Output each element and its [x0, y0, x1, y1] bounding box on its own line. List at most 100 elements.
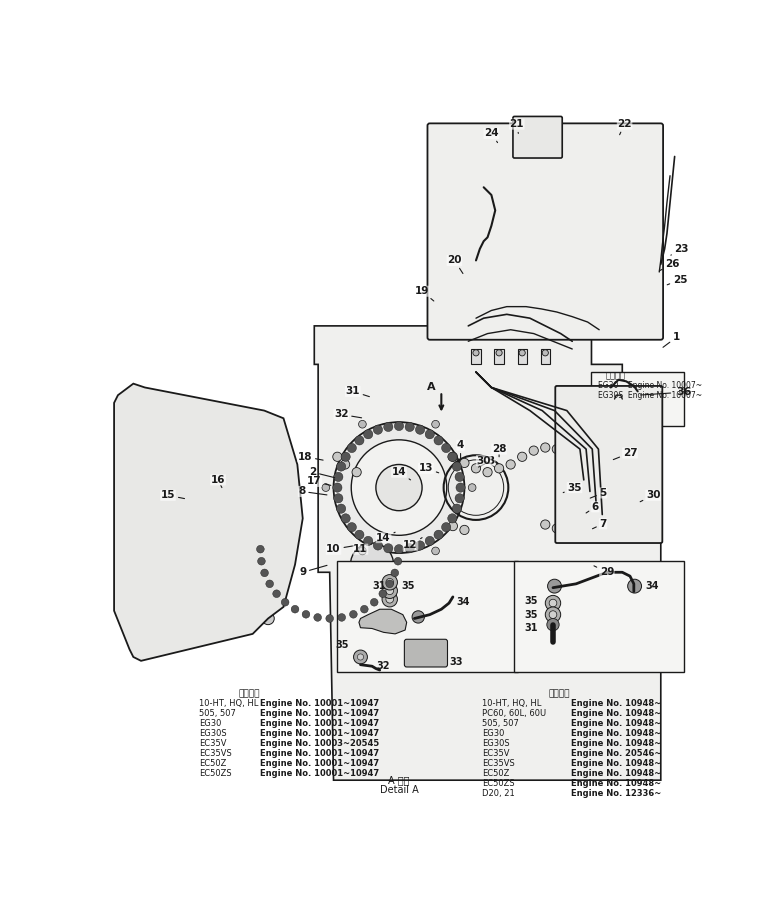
Text: 5: 5	[591, 488, 607, 498]
FancyBboxPatch shape	[404, 640, 447, 667]
Polygon shape	[314, 326, 661, 780]
Circle shape	[391, 569, 399, 577]
Circle shape	[425, 429, 434, 439]
Circle shape	[258, 557, 265, 565]
Circle shape	[337, 462, 346, 471]
Circle shape	[277, 520, 289, 532]
Circle shape	[395, 545, 403, 554]
Text: Engine No. 10001~10947: Engine No. 10001~10947	[260, 749, 379, 758]
Circle shape	[405, 423, 414, 432]
Text: Engine No. 20546~: Engine No. 20546~	[570, 749, 661, 758]
Circle shape	[131, 427, 143, 440]
Circle shape	[452, 504, 461, 514]
Circle shape	[471, 464, 481, 473]
Circle shape	[382, 583, 397, 598]
Polygon shape	[114, 383, 303, 661]
Circle shape	[483, 468, 492, 477]
Circle shape	[149, 573, 180, 603]
Text: Engine No. 10948~: Engine No. 10948~	[570, 769, 661, 777]
Circle shape	[350, 610, 358, 618]
Circle shape	[395, 421, 403, 431]
Circle shape	[434, 436, 444, 445]
Circle shape	[386, 578, 394, 586]
Text: 10-HT, HQ, HL: 10-HT, HQ, HL	[199, 698, 259, 708]
Text: D20, 21: D20, 21	[482, 789, 515, 798]
Text: Engine No. 10003~20545: Engine No. 10003~20545	[260, 739, 379, 748]
Circle shape	[354, 436, 364, 445]
Bar	[591, 372, 684, 426]
Text: 35: 35	[525, 596, 538, 606]
Text: 9: 9	[300, 565, 327, 577]
Bar	[471, 349, 481, 364]
Text: 26: 26	[659, 259, 680, 271]
FancyBboxPatch shape	[513, 117, 562, 158]
Bar	[337, 561, 519, 673]
Circle shape	[364, 537, 373, 546]
Circle shape	[425, 537, 434, 546]
Text: 適用号機: 適用号機	[549, 689, 570, 698]
Circle shape	[261, 569, 269, 577]
Text: 10-HT, HQ, HL: 10-HT, HQ, HL	[482, 698, 542, 708]
Text: 20: 20	[447, 255, 463, 274]
Circle shape	[333, 483, 342, 493]
Text: 3: 3	[478, 456, 495, 467]
Circle shape	[272, 590, 280, 597]
Circle shape	[337, 504, 346, 514]
Text: 31: 31	[345, 386, 369, 397]
Text: EC35V: EC35V	[199, 739, 226, 748]
Circle shape	[416, 425, 425, 435]
Circle shape	[334, 472, 343, 482]
Text: EC50Z: EC50Z	[199, 759, 226, 767]
Circle shape	[341, 452, 351, 461]
Text: Engine No. 10001~10947: Engine No. 10001~10947	[260, 698, 379, 708]
Circle shape	[547, 579, 561, 593]
Text: 14: 14	[392, 467, 410, 480]
Text: 8: 8	[298, 486, 327, 496]
Text: 505, 507: 505, 507	[482, 719, 519, 728]
Text: 24: 24	[484, 129, 498, 142]
Circle shape	[384, 544, 393, 553]
Circle shape	[441, 443, 450, 452]
Text: 19: 19	[415, 286, 433, 301]
Text: 14: 14	[376, 532, 396, 542]
Text: 32: 32	[334, 410, 361, 419]
Circle shape	[379, 590, 387, 597]
Text: Engine No. 10001~10947: Engine No. 10001~10947	[260, 709, 379, 718]
Text: 29: 29	[594, 566, 614, 577]
Circle shape	[432, 547, 440, 555]
Text: Engine No. 12336~: Engine No. 12336~	[570, 789, 661, 798]
Circle shape	[348, 523, 356, 532]
Text: 35: 35	[563, 482, 582, 493]
Text: 18: 18	[298, 452, 323, 461]
Circle shape	[338, 614, 345, 621]
Circle shape	[432, 420, 440, 428]
Circle shape	[352, 468, 361, 477]
Text: EG30    Engine No. 10007~: EG30 Engine No. 10007~	[598, 380, 702, 390]
Text: 25: 25	[667, 275, 687, 285]
Circle shape	[361, 606, 368, 613]
Text: Engine No. 10948~: Engine No. 10948~	[570, 739, 661, 748]
Circle shape	[441, 523, 450, 532]
Text: 1: 1	[663, 333, 680, 347]
Circle shape	[334, 422, 464, 553]
Circle shape	[405, 544, 414, 553]
Circle shape	[456, 483, 465, 493]
Circle shape	[473, 350, 479, 356]
Text: 21: 21	[509, 119, 524, 133]
Circle shape	[543, 350, 548, 356]
Text: 36: 36	[640, 387, 692, 397]
Polygon shape	[359, 609, 406, 634]
Text: 4: 4	[457, 440, 464, 458]
Circle shape	[394, 557, 402, 565]
Text: 35: 35	[335, 641, 349, 651]
Circle shape	[460, 459, 469, 468]
Circle shape	[541, 520, 550, 529]
Text: Engine No. 10948~: Engine No. 10948~	[570, 719, 661, 728]
Text: EC50ZS: EC50ZS	[199, 769, 231, 777]
Circle shape	[364, 429, 373, 439]
Circle shape	[519, 350, 526, 356]
Text: 30: 30	[640, 490, 660, 502]
Circle shape	[455, 494, 464, 503]
Circle shape	[341, 460, 350, 469]
Text: Engine No. 10948~: Engine No. 10948~	[570, 729, 661, 738]
